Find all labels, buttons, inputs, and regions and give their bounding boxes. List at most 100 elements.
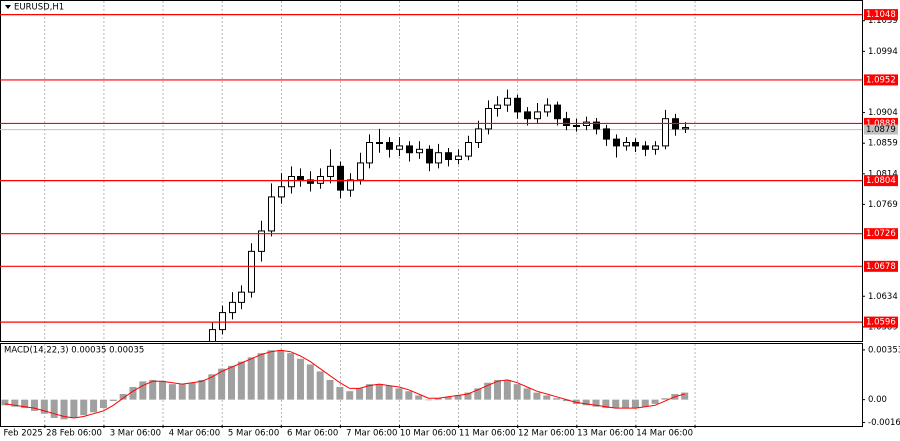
candle-body (426, 148, 433, 164)
histogram-bar (612, 399, 620, 409)
candle-body (485, 107, 492, 130)
histogram-bar (582, 399, 590, 406)
histogram-bar (543, 395, 551, 400)
histogram-bar (247, 357, 255, 400)
candle-body (209, 329, 216, 341)
y-tick-label: 1.1039 (868, 16, 898, 26)
histogram-bar (503, 379, 511, 400)
histogram-bar (168, 384, 176, 400)
level-label-box (864, 175, 898, 187)
candle-body (317, 176, 324, 184)
histogram-bar (198, 379, 206, 400)
x-tick-label: 28 Feb 06:00 (46, 429, 102, 439)
last-price-box (864, 124, 898, 135)
candle-body (662, 118, 669, 147)
histogram-bar (395, 388, 403, 400)
x-tick-label: 11 Mar 06:00 (459, 429, 516, 439)
candle-body (554, 104, 561, 120)
main-plot (0, 1, 862, 341)
candle-body (573, 124, 580, 127)
histogram-bar (385, 385, 393, 400)
candle-body (238, 291, 245, 303)
histogram-bar (631, 399, 639, 409)
candle-body (297, 176, 304, 181)
histogram-bar (356, 388, 364, 400)
level-label-box (864, 74, 898, 86)
candle-body (347, 179, 354, 191)
y-tick-label: 0.00353 (868, 345, 900, 355)
histogram-bar (218, 368, 226, 400)
candle-body (494, 104, 501, 109)
histogram-bar (454, 395, 462, 400)
histogram-bar (40, 399, 48, 414)
candle-body (357, 162, 364, 181)
histogram-bar (592, 399, 600, 407)
y-tick-label: 1.0994 (868, 47, 898, 57)
x-tick-label: 10 Mar 06:00 (400, 429, 457, 439)
histogram-bar (474, 388, 482, 400)
x-tick-label: 4 Mar 06:00 (169, 429, 220, 439)
candle-body (435, 152, 442, 164)
histogram-bar (681, 392, 689, 400)
candle-body (229, 301, 236, 314)
candle-body (514, 97, 521, 113)
level-label-box (864, 228, 898, 240)
histogram-bar (11, 399, 19, 407)
level-label-box (864, 117, 898, 129)
histogram-bar (336, 386, 344, 400)
histogram-bar (139, 381, 147, 400)
histogram-bar (651, 399, 659, 404)
x-tick-label: 3 Mar 06:00 (110, 429, 161, 439)
histogram-bar (444, 396, 452, 400)
candle-body (623, 142, 630, 147)
histogram-bar (326, 379, 334, 400)
histogram-bar (602, 399, 610, 409)
level-label-box (864, 260, 898, 272)
candle-body (288, 176, 295, 188)
histogram-bar (513, 384, 521, 400)
histogram-bar (159, 381, 167, 400)
x-tick-label: 7 Mar 06:00 (346, 429, 397, 439)
candle-body (504, 97, 511, 106)
y-tick-label: 1.0904 (868, 108, 898, 118)
candle-body (563, 118, 570, 126)
histogram-bar (70, 399, 78, 418)
histogram-bar (1, 399, 9, 406)
candle-body (376, 142, 383, 145)
histogram-bar (553, 398, 561, 400)
histogram-bar (267, 350, 275, 400)
level-label: 1.0726 (866, 229, 896, 239)
histogram-bar (178, 384, 186, 400)
histogram-bar (237, 361, 245, 400)
candle-body (632, 142, 639, 147)
histogram-bar (572, 399, 580, 404)
histogram-bar (484, 382, 492, 400)
histogram-bar (99, 399, 107, 409)
histogram-bar (306, 364, 314, 400)
histogram-bar (30, 399, 38, 411)
chart-title: EURUSD,H1 (14, 3, 64, 13)
histogram-bar (523, 388, 531, 400)
x-tick-label: 13 Mar 06:00 (577, 429, 634, 439)
histogram-bar (149, 379, 157, 400)
candle-body (366, 142, 373, 164)
level-label: 1.1048 (866, 10, 896, 20)
candle-body (396, 145, 403, 150)
candle-body (603, 128, 610, 140)
histogram-bar (562, 399, 570, 402)
level-label: 1.0804 (866, 176, 896, 186)
macd-plot (1, 344, 696, 425)
candle-body (613, 138, 620, 147)
last-price-label: 1.0879 (866, 125, 896, 135)
candle-body (327, 165, 334, 178)
histogram-bar (287, 353, 295, 400)
histogram-bar (80, 399, 88, 416)
level-label-box (864, 316, 898, 328)
candle-body (219, 312, 226, 331)
candle-body (258, 230, 265, 252)
histogram-bar (434, 398, 442, 400)
histogram-bar (493, 379, 501, 400)
histogram-bar (188, 382, 196, 400)
histogram-bar (365, 384, 373, 400)
y-tick-label: 1.0859 (868, 139, 898, 149)
